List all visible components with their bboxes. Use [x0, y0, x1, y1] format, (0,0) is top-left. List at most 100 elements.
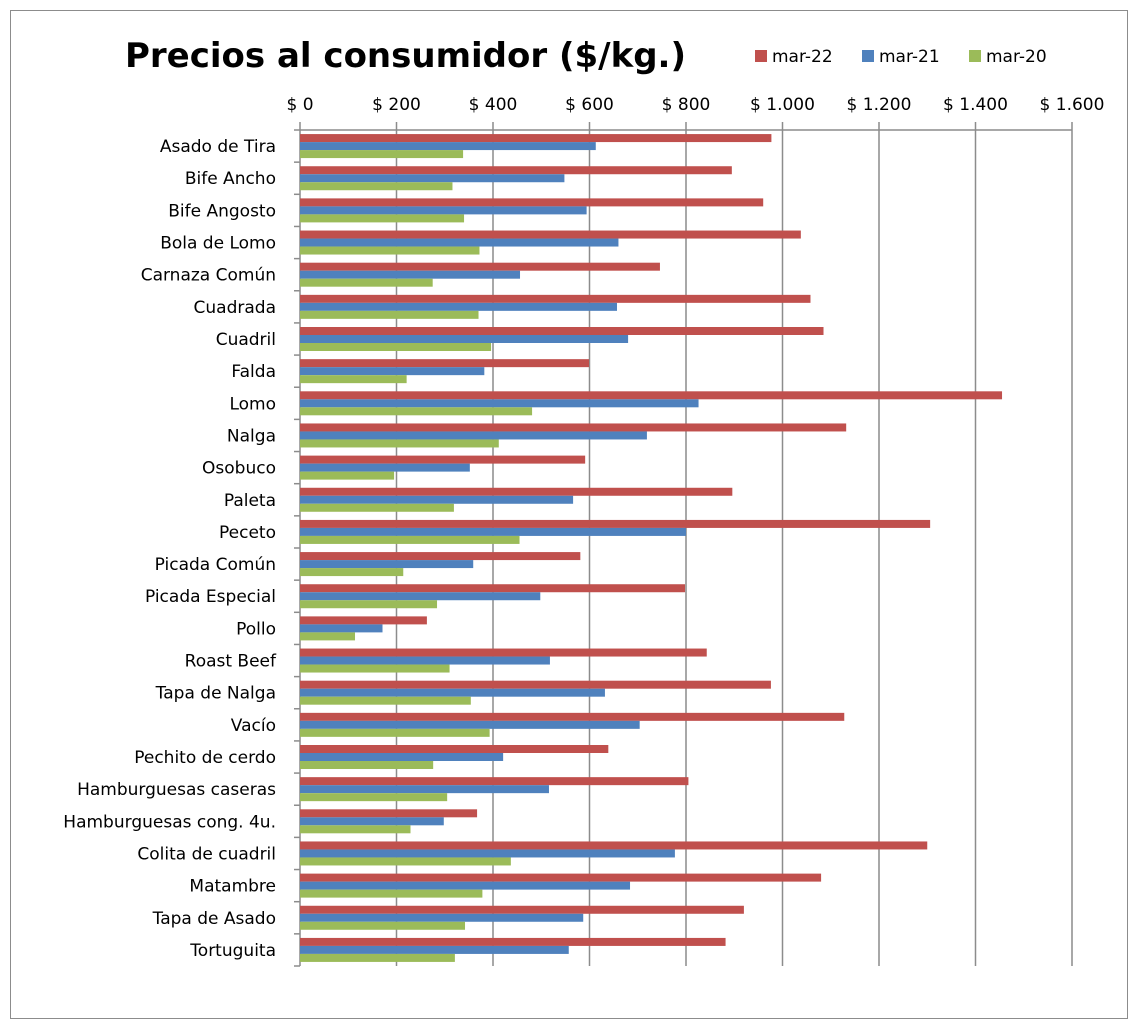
x-tick-label: $ 400 [469, 95, 518, 115]
category-label: Tortuguita [189, 941, 276, 961]
category-label: Matambre [189, 877, 276, 897]
category-label: Colita de cuadril [137, 844, 276, 864]
bar-mar-20 [300, 375, 407, 384]
x-tick-label: $ 0 [286, 95, 313, 115]
bar-mar-21 [300, 302, 618, 311]
bar-mar-21 [300, 817, 444, 826]
legend-label: mar-22 [772, 47, 833, 67]
bar-mar-22 [300, 873, 822, 882]
bar-mar-22 [300, 552, 581, 561]
bar-mar-22 [300, 616, 427, 625]
bar-mar-22 [300, 391, 1003, 400]
x-tick-label: $ 800 [662, 95, 711, 115]
bar-mar-22 [300, 327, 824, 335]
gridlines [299, 122, 1073, 966]
category-label: Vacío [231, 716, 276, 736]
bar-mar-21 [300, 335, 629, 343]
x-tick-label: $ 200 [372, 95, 421, 115]
category-label: Picada Común [155, 555, 276, 575]
bar-mar-21 [300, 592, 541, 601]
bar-mar-22 [300, 648, 707, 657]
category-label: Peceto [219, 523, 276, 543]
bar-mar-22 [300, 230, 801, 239]
category-axis [294, 129, 301, 967]
bar-mar-20 [300, 953, 455, 962]
bar-mar-22 [300, 937, 726, 946]
bar-mar-22 [300, 841, 928, 850]
bar-mar-20 [300, 921, 466, 930]
bar-mar-22 [300, 262, 660, 271]
bar-mar-21 [300, 849, 675, 858]
bar-mar-21 [300, 785, 549, 794]
bar-mar-20 [300, 150, 464, 159]
bar-mar-22 [300, 455, 586, 464]
bar-mar-21 [300, 913, 584, 922]
bar-mar-20 [300, 889, 483, 898]
x-tick-label: $ 1.600 [1040, 95, 1105, 115]
bar-mar-20 [300, 471, 395, 480]
bar-mar-21 [300, 367, 485, 376]
bar-mar-21 [300, 881, 631, 890]
bar-mar-20 [300, 535, 520, 544]
bar-mar-21 [300, 206, 587, 215]
category-label: Picada Especial [145, 587, 276, 607]
bar-mar-22 [300, 777, 689, 786]
bar-mar-22 [300, 680, 771, 689]
bars [300, 134, 1003, 962]
category-label: Hamburguesas cong. 4u. [63, 812, 276, 832]
category-label: Roast Beef [185, 652, 277, 672]
bar-mar-20 [300, 182, 453, 191]
bar-mar-20 [300, 793, 448, 802]
chart-title: Precios al consumidor ($/kg.) [125, 36, 686, 76]
category-label: Osobuco [202, 459, 276, 479]
legend: mar-22 mar-21 mar-20 [755, 47, 1047, 67]
bar-mar-20 [300, 246, 480, 255]
category-label: Nalga [227, 426, 276, 446]
bar-mar-21 [300, 174, 565, 183]
category-label: Tapa de Asado [152, 909, 276, 929]
bar-mar-21 [300, 527, 686, 536]
bar-mar-20 [300, 664, 450, 673]
bar-mar-20 [300, 857, 511, 866]
category-label: Bife Ancho [185, 169, 276, 189]
bar-mar-20 [300, 310, 479, 319]
bar-mar-21 [300, 720, 640, 729]
bar-mar-21 [300, 945, 569, 954]
category-label: Asado de Tira [160, 137, 276, 157]
bar-mar-20 [300, 568, 404, 577]
bar-mar-20 [300, 343, 492, 351]
bar-mar-20 [300, 439, 499, 448]
category-label: Pechito de cerdo [134, 748, 276, 768]
x-tick-label: $ 1.200 [847, 95, 912, 115]
bar-mar-22 [300, 198, 764, 207]
category-label: Lomo [229, 394, 276, 414]
legend-swatch [755, 50, 767, 62]
category-label: Paleta [224, 491, 276, 511]
bar-mar-21 [300, 656, 550, 665]
category-label: Hamburguesas caseras [77, 780, 276, 800]
legend-swatch [862, 50, 874, 62]
category-labels: Asado de Tira Bife Ancho Bife Angosto Bola … [63, 137, 277, 961]
category-label: Bife Angosto [168, 201, 276, 221]
category-label: Cuadrada [194, 298, 276, 318]
bar-mar-21 [300, 560, 474, 569]
category-label: Pollo [236, 619, 276, 639]
x-tick-label: $ 1.000 [750, 95, 815, 115]
bar-mar-21 [300, 431, 647, 440]
bar-mar-20 [300, 696, 471, 705]
category-label: Carnaza Común [141, 266, 276, 286]
bar-mar-20 [300, 728, 490, 737]
category-label: Bola de Lomo [160, 234, 276, 254]
bar-mar-21 [300, 270, 521, 279]
bar-mar-22 [300, 809, 478, 818]
bar-mar-22 [300, 487, 733, 496]
bar-mar-21 [300, 463, 470, 472]
bar-mar-22 [300, 584, 686, 593]
legend-label: mar-21 [879, 47, 940, 67]
x-tick-label: $ 1.400 [943, 95, 1008, 115]
legend-label: mar-20 [986, 47, 1047, 67]
bar-mar-22 [300, 134, 772, 143]
bar-mar-20 [300, 600, 438, 609]
bar-mar-20 [300, 407, 533, 416]
